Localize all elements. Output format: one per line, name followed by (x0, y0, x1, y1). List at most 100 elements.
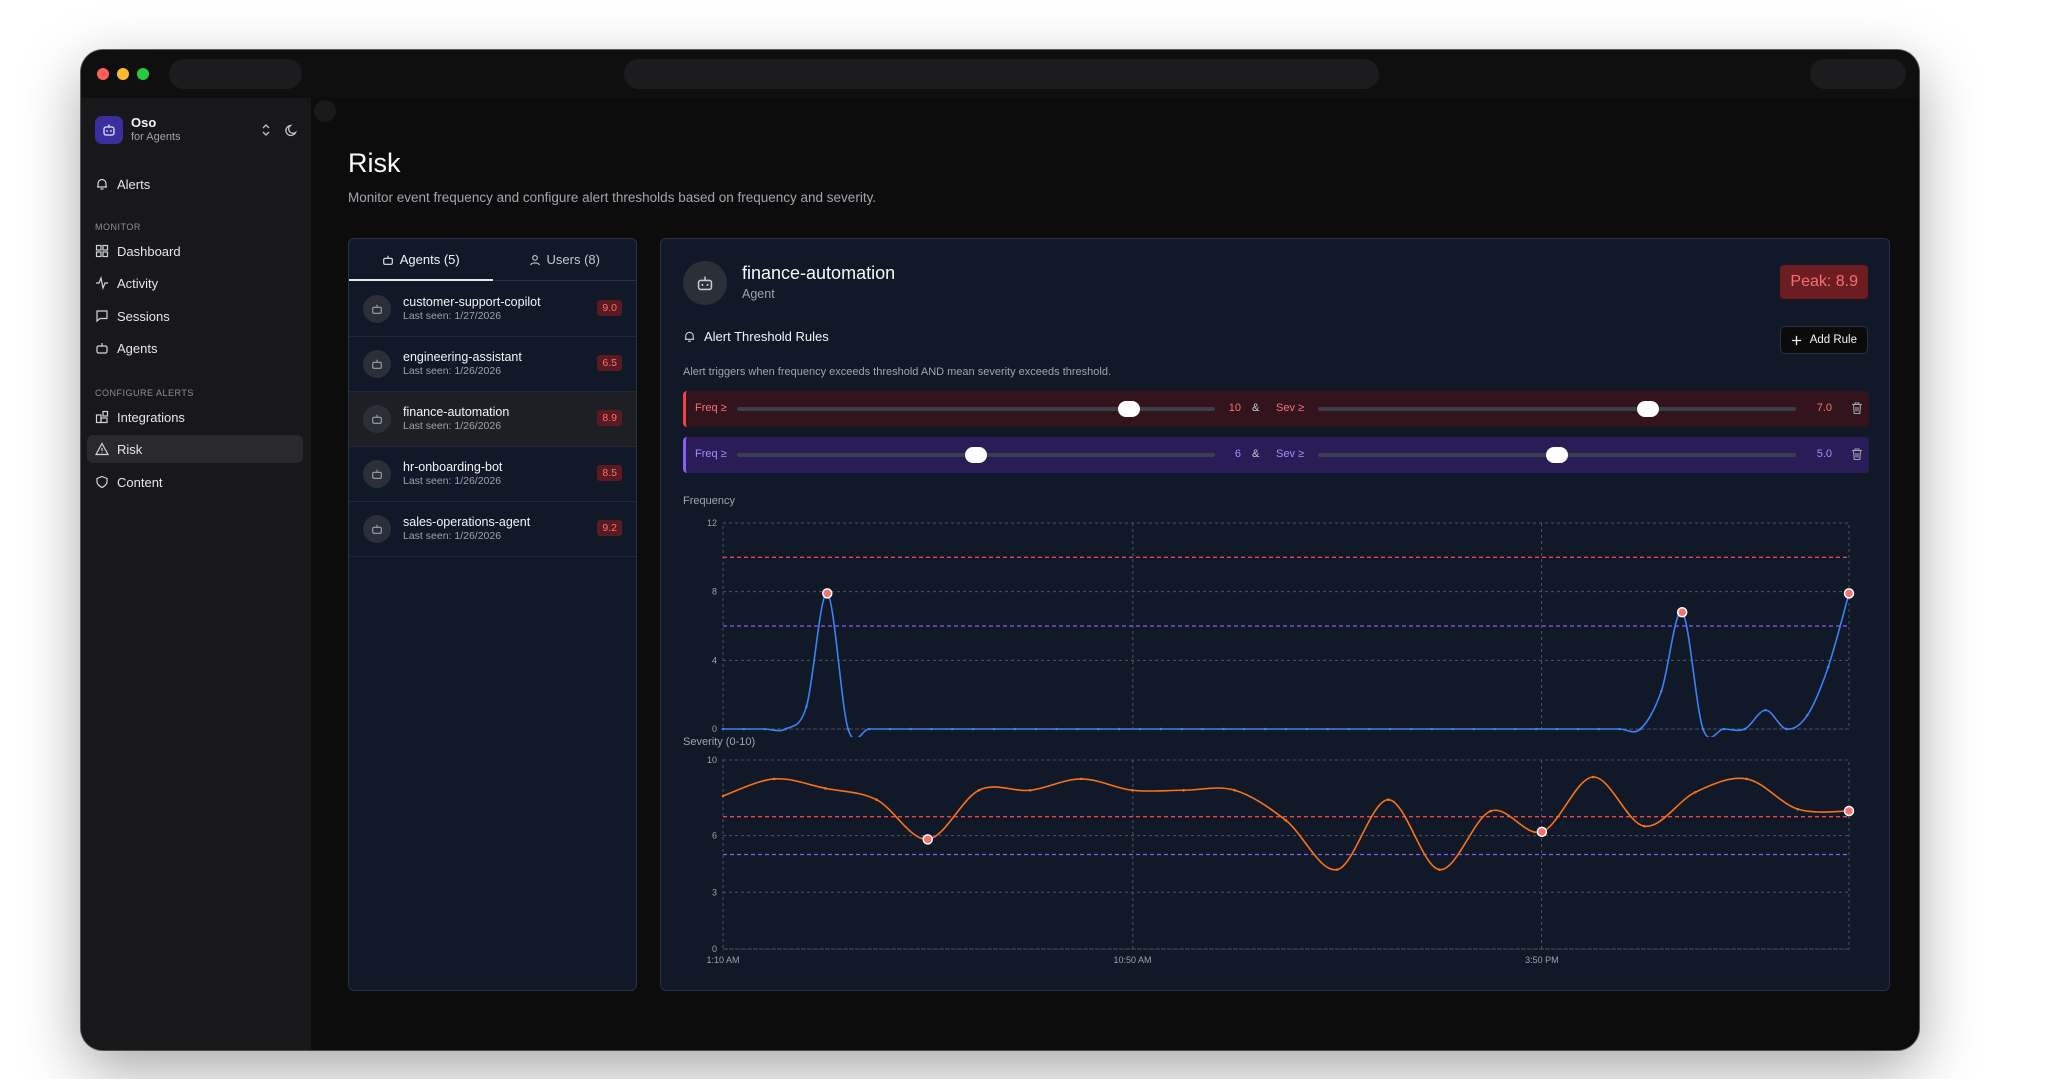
tab-users[interactable]: Users (8) (493, 239, 637, 280)
sev-slider-knob[interactable] (1636, 401, 1659, 417)
browser-tab-strip[interactable] (169, 59, 302, 89)
data-point (875, 798, 878, 801)
app-subtitle: for Agents (131, 131, 181, 144)
minimize-window-button[interactable] (117, 68, 129, 80)
sidebar-item-content[interactable]: Content (87, 468, 303, 496)
chevron-up-down-icon (262, 124, 270, 136)
data-point (1826, 665, 1830, 669)
list-item[interactable]: hr-onboarding-bot Last seen: 1/26/2026 8.… (349, 447, 636, 502)
close-window-button[interactable] (97, 68, 109, 80)
agent-detail-panel: finance-automation Agent Peak: 8.9 Alert… (660, 238, 1890, 991)
highlight-point (822, 588, 833, 599)
sidebar-item-dashboard[interactable]: Dashboard (87, 237, 303, 265)
data-point (1764, 708, 1767, 712)
data-point (784, 727, 787, 731)
data-point (1305, 727, 1309, 731)
page-title: Risk (348, 148, 401, 178)
agent-last-seen: Last seen: 1/27/2026 (403, 310, 502, 323)
agent-last-seen: Last seen: 1/26/2026 (403, 475, 502, 488)
data-point (1117, 727, 1121, 731)
data-point (763, 727, 767, 731)
highlight-point (922, 834, 933, 845)
data-point (772, 777, 776, 781)
data-point (1028, 788, 1032, 792)
frequency-chart-label: Frequency (683, 495, 735, 507)
data-point (1694, 790, 1697, 794)
data-point (1722, 727, 1726, 731)
data-point (805, 705, 808, 708)
data-point (1576, 727, 1580, 731)
freq-slider-track[interactable] (737, 407, 1215, 411)
freq-label: Freq ≥ (695, 402, 727, 414)
agent-name: customer-support-copilot (403, 295, 541, 310)
data-point (1642, 824, 1646, 828)
data-point (1263, 727, 1267, 731)
moon-icon[interactable] (285, 123, 299, 137)
sidebar-item-risk[interactable]: Risk (87, 435, 303, 463)
freq-slider-knob[interactable] (1117, 401, 1140, 417)
address-bar[interactable] (624, 59, 1379, 89)
data-point (1079, 777, 1083, 781)
list-item[interactable]: customer-support-copilot Last seen: 1/27/… (349, 282, 636, 337)
list-item[interactable]: sales-operations-agent Last seen: 1/26/20… (349, 502, 636, 557)
risk-score-badge: 9.0 (597, 300, 622, 316)
sev-slider-knob[interactable] (1546, 447, 1568, 463)
data-point (1335, 868, 1339, 871)
sidebar-item-label: Dashboard (117, 243, 181, 259)
data-point (1785, 727, 1788, 731)
tab-agents[interactable]: Agents (5) (349, 239, 493, 281)
data-point (1180, 727, 1184, 731)
activity-icon (96, 276, 108, 290)
trash-icon[interactable] (1850, 401, 1864, 415)
freq-slider-knob[interactable] (965, 447, 987, 463)
robot-icon (363, 350, 391, 378)
monitor-section-heading: MONITOR (95, 222, 141, 232)
agent-name: hr-onboarding-bot (403, 460, 503, 475)
sev-value: 7.0 (1816, 402, 1832, 414)
sidebar-item-integrations[interactable]: Integrations (87, 403, 303, 431)
robot-icon (363, 460, 391, 488)
agent-last-seen: Last seen: 1/26/2026 (403, 365, 502, 378)
data-point (1055, 727, 1058, 731)
freq-value: 10 (1228, 402, 1241, 414)
risk-score-badge: 9.2 (597, 520, 622, 536)
add-rule-button[interactable]: Add Rule (1779, 326, 1868, 354)
y-tick-label: 10 (707, 755, 717, 765)
data-point (1796, 807, 1800, 811)
data-point (1284, 727, 1288, 731)
robot-icon (382, 255, 393, 265)
sidebar-item-activity[interactable]: Activity (87, 269, 303, 297)
entity-tabs: Agents (5) Users (8) (349, 239, 636, 281)
maximize-window-button[interactable] (137, 68, 149, 80)
y-tick-label: 12 (707, 518, 717, 528)
data-point (1387, 798, 1390, 801)
highlight-point (1676, 607, 1688, 618)
data-point (867, 727, 871, 731)
data-point (1451, 727, 1455, 731)
sidebar-item-sessions[interactable]: Sessions (87, 302, 303, 330)
rules-title: Alert Threshold Rules (704, 329, 829, 344)
sidebar-toggle-button[interactable] (314, 100, 336, 122)
list-item[interactable]: engineering-assistant Last seen: 1/26/202… (349, 337, 636, 392)
data-point (1097, 727, 1100, 731)
sidebar: Oso for Agents Alerts MONITOR Dashboard … (81, 98, 311, 1050)
data-point (1660, 689, 1663, 693)
data-point (930, 727, 933, 731)
sev-slider-track[interactable] (1318, 407, 1796, 411)
list-item[interactable]: finance-automation Last seen: 1/26/2026 8… (349, 392, 636, 447)
tab-label: Users (8) (546, 252, 600, 267)
sidebar-item-alerts[interactable]: Alerts (87, 170, 303, 198)
x-tick-label: 1:10 AM (706, 955, 739, 965)
title-bar (81, 50, 1919, 98)
toolbar-controls[interactable] (1810, 59, 1906, 89)
trash-icon[interactable] (1850, 447, 1864, 461)
y-tick-label: 0 (712, 944, 717, 954)
workspace-switcher[interactable]: Oso for Agents (95, 112, 301, 148)
data-point (888, 727, 892, 731)
data-point (1745, 777, 1748, 781)
sidebar-item-agents[interactable]: Agents (87, 334, 303, 362)
frequency-chart: 0 4 8 12 (707, 518, 1855, 737)
rules-description: Alert triggers when frequency exceeds th… (683, 366, 1111, 378)
plot-frame (722, 759, 1850, 950)
sessions-icon (96, 310, 108, 323)
